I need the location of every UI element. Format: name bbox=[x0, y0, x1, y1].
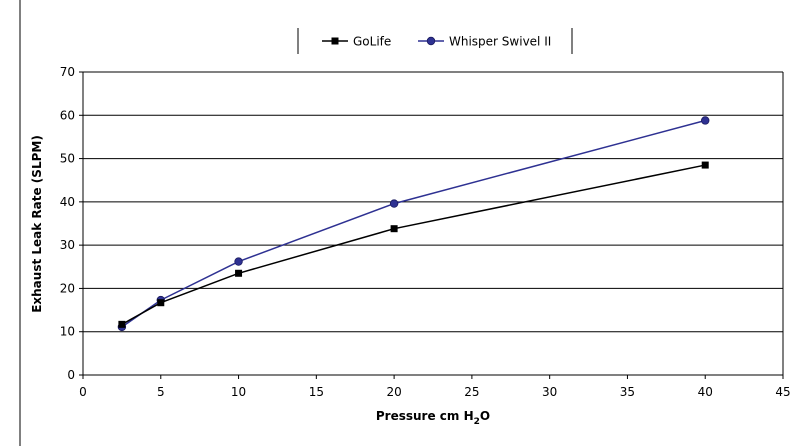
x-tick-label-35: 35 bbox=[620, 385, 635, 399]
x-tick-label-5: 5 bbox=[157, 385, 165, 399]
data-point-golife-2 bbox=[235, 269, 243, 277]
x-axis-title-end: O bbox=[480, 409, 490, 423]
legend-whisper-label: Whisper Swivel II bbox=[449, 35, 551, 49]
legend-golife-label: GoLife bbox=[353, 35, 391, 49]
y-tick-label-50: 50 bbox=[60, 152, 75, 166]
legend-golife-marker bbox=[331, 37, 339, 45]
x-tick-label-0: 0 bbox=[79, 385, 87, 399]
series-whisper-swivel-ii bbox=[117, 116, 710, 332]
data-point-golife-1 bbox=[157, 299, 165, 307]
x-axis-title: Pressure cm H2O bbox=[376, 409, 490, 427]
x-tick-label-15: 15 bbox=[309, 385, 324, 399]
y-tick-label-60: 60 bbox=[60, 108, 75, 122]
series-line-whisper-swivel-ii bbox=[121, 119, 706, 328]
legend-item-golife: GoLife bbox=[322, 35, 391, 49]
x-axis-ticks: 0 5 10 15 20 25 30 35 40 45 bbox=[79, 375, 791, 399]
legend: GoLife Whisper Swivel II bbox=[297, 28, 573, 54]
y-tick-label-20: 20 bbox=[60, 281, 75, 295]
x-tick-label-10: 10 bbox=[231, 385, 246, 399]
x-tick-label-40: 40 bbox=[698, 385, 713, 399]
series-layer bbox=[117, 116, 710, 332]
y-tick-label-30: 30 bbox=[60, 238, 75, 252]
y-axis-ticks: 0 10 20 30 40 50 60 70 bbox=[60, 65, 83, 382]
data-point-golife-0 bbox=[118, 320, 126, 328]
series-golife bbox=[118, 161, 709, 328]
x-tick-label-20: 20 bbox=[386, 385, 401, 399]
y-tick-label-70: 70 bbox=[60, 65, 75, 79]
x-tick-label-25: 25 bbox=[464, 385, 479, 399]
data-point-whisper-swivel-ii-3 bbox=[389, 199, 399, 208]
legend-item-whisper-swivel: Whisper Swivel II bbox=[418, 35, 551, 49]
x-axis-title-subscript: 2 bbox=[474, 417, 480, 427]
data-point-golife-3 bbox=[390, 225, 398, 233]
y-axis-title: Exhaust Leak Rate (SLPM) bbox=[30, 135, 44, 313]
x-tick-label-30: 30 bbox=[542, 385, 557, 399]
data-point-whisper-swivel-ii-4 bbox=[701, 116, 710, 125]
data-point-whisper-swivel-ii-2 bbox=[234, 257, 243, 266]
legend-whisper-marker bbox=[426, 36, 436, 46]
y-tick-label-10: 10 bbox=[60, 325, 75, 339]
data-point-golife-4 bbox=[701, 161, 709, 169]
y-tick-label-0: 0 bbox=[67, 368, 75, 382]
plot-area: 0 5 10 15 20 25 30 35 40 45 0 10 20 30 40 50 60 70 bbox=[60, 65, 791, 399]
x-tick-label-45: 45 bbox=[775, 385, 790, 399]
y-tick-label-40: 40 bbox=[60, 195, 75, 209]
